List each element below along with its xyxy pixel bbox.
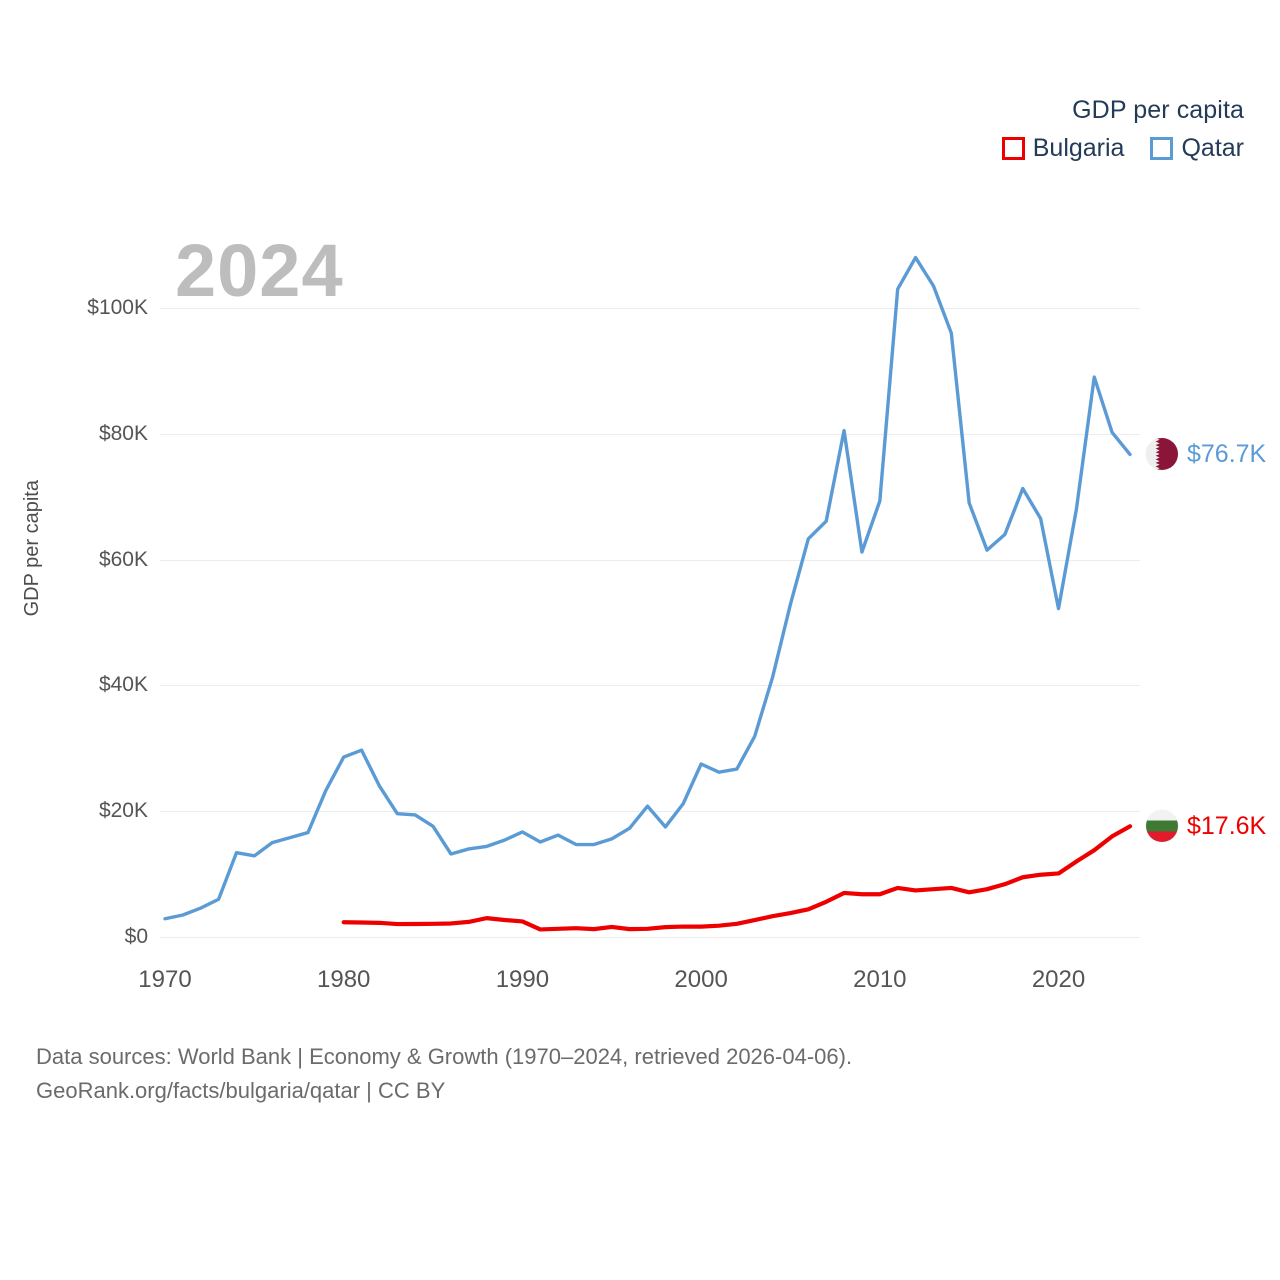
y-tick-label: $60K [98,547,148,571]
endpoint-value-label: $17.6K [1187,811,1267,840]
gridline [160,433,1140,435]
legend-swatch-icon [1001,137,1025,160]
y-tick-label: $100K [87,295,148,319]
y-tick-label: $40K [98,673,148,697]
endpoint-qatar: $76.7K [1146,438,1267,471]
y-tick-label: $20K [98,799,148,823]
flag-icon-qatar [1146,438,1178,471]
line-series-qatar [163,255,1132,921]
gridline [160,559,1140,561]
line-series-bulgaria [341,824,1133,932]
legend-item-qatar[interactable]: Qatar [1150,134,1244,163]
gridline [160,937,1140,938]
y-tick-label: $0 [124,925,148,948]
year-watermark: 2024 [175,229,344,312]
legend-swatch-icon [1150,137,1174,160]
endpoint-bulgaria: $17.6K [1146,810,1267,843]
flag-icon-bulgaria [1146,810,1178,843]
x-tick-label: 2000 [674,966,728,993]
x-tick-label: 1990 [495,966,550,993]
x-tick-label: 2010 [853,966,907,993]
y-axis-title: GDP per capita [21,480,43,617]
footer-line-2: GeoRank.org/facts/bulgaria/qatar | CC BY [36,1078,446,1104]
footer-attribution: Data sources: World Bank | Economy & Gro… [36,1040,852,1108]
footer-line-1: Data sources: World Bank | Economy & Gro… [36,1044,853,1069]
y-tick-label: $80K [98,421,148,445]
legend-item-bulgaria[interactable]: Bulgaria [1001,134,1125,163]
endpoint-value-label: $76.7K [1187,439,1267,468]
legend: GDP per capita Bulgaria Qatar [1001,96,1244,163]
x-tick-label: 2020 [1031,966,1086,993]
legend-item-label: Qatar [1181,134,1244,162]
x-tick-label: 1980 [317,966,371,993]
gridline [160,685,1140,687]
legend-item-label: Bulgaria [1032,134,1125,162]
gridline [160,811,1140,813]
x-tick-label: 1970 [138,966,192,993]
legend-title: GDP per capita [1072,96,1244,124]
legend-items: Bulgaria Qatar [1001,134,1244,163]
